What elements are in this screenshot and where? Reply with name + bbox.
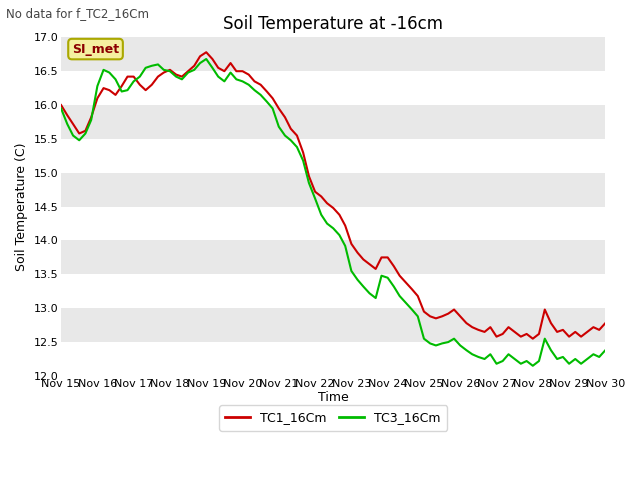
Bar <box>61 71 605 105</box>
X-axis label: Time: Time <box>318 392 349 405</box>
Title: Soil Temperature at -16cm: Soil Temperature at -16cm <box>223 15 444 33</box>
Text: SI_met: SI_met <box>72 43 119 56</box>
Y-axis label: Soil Temperature (C): Soil Temperature (C) <box>15 143 28 271</box>
Bar <box>61 139 605 173</box>
Legend: TC1_16Cm, TC3_16Cm: TC1_16Cm, TC3_16Cm <box>220 405 447 431</box>
Bar <box>61 275 605 308</box>
Text: No data for f_TC2_16Cm: No data for f_TC2_16Cm <box>6 7 149 20</box>
Bar <box>61 206 605 240</box>
Bar <box>61 342 605 376</box>
